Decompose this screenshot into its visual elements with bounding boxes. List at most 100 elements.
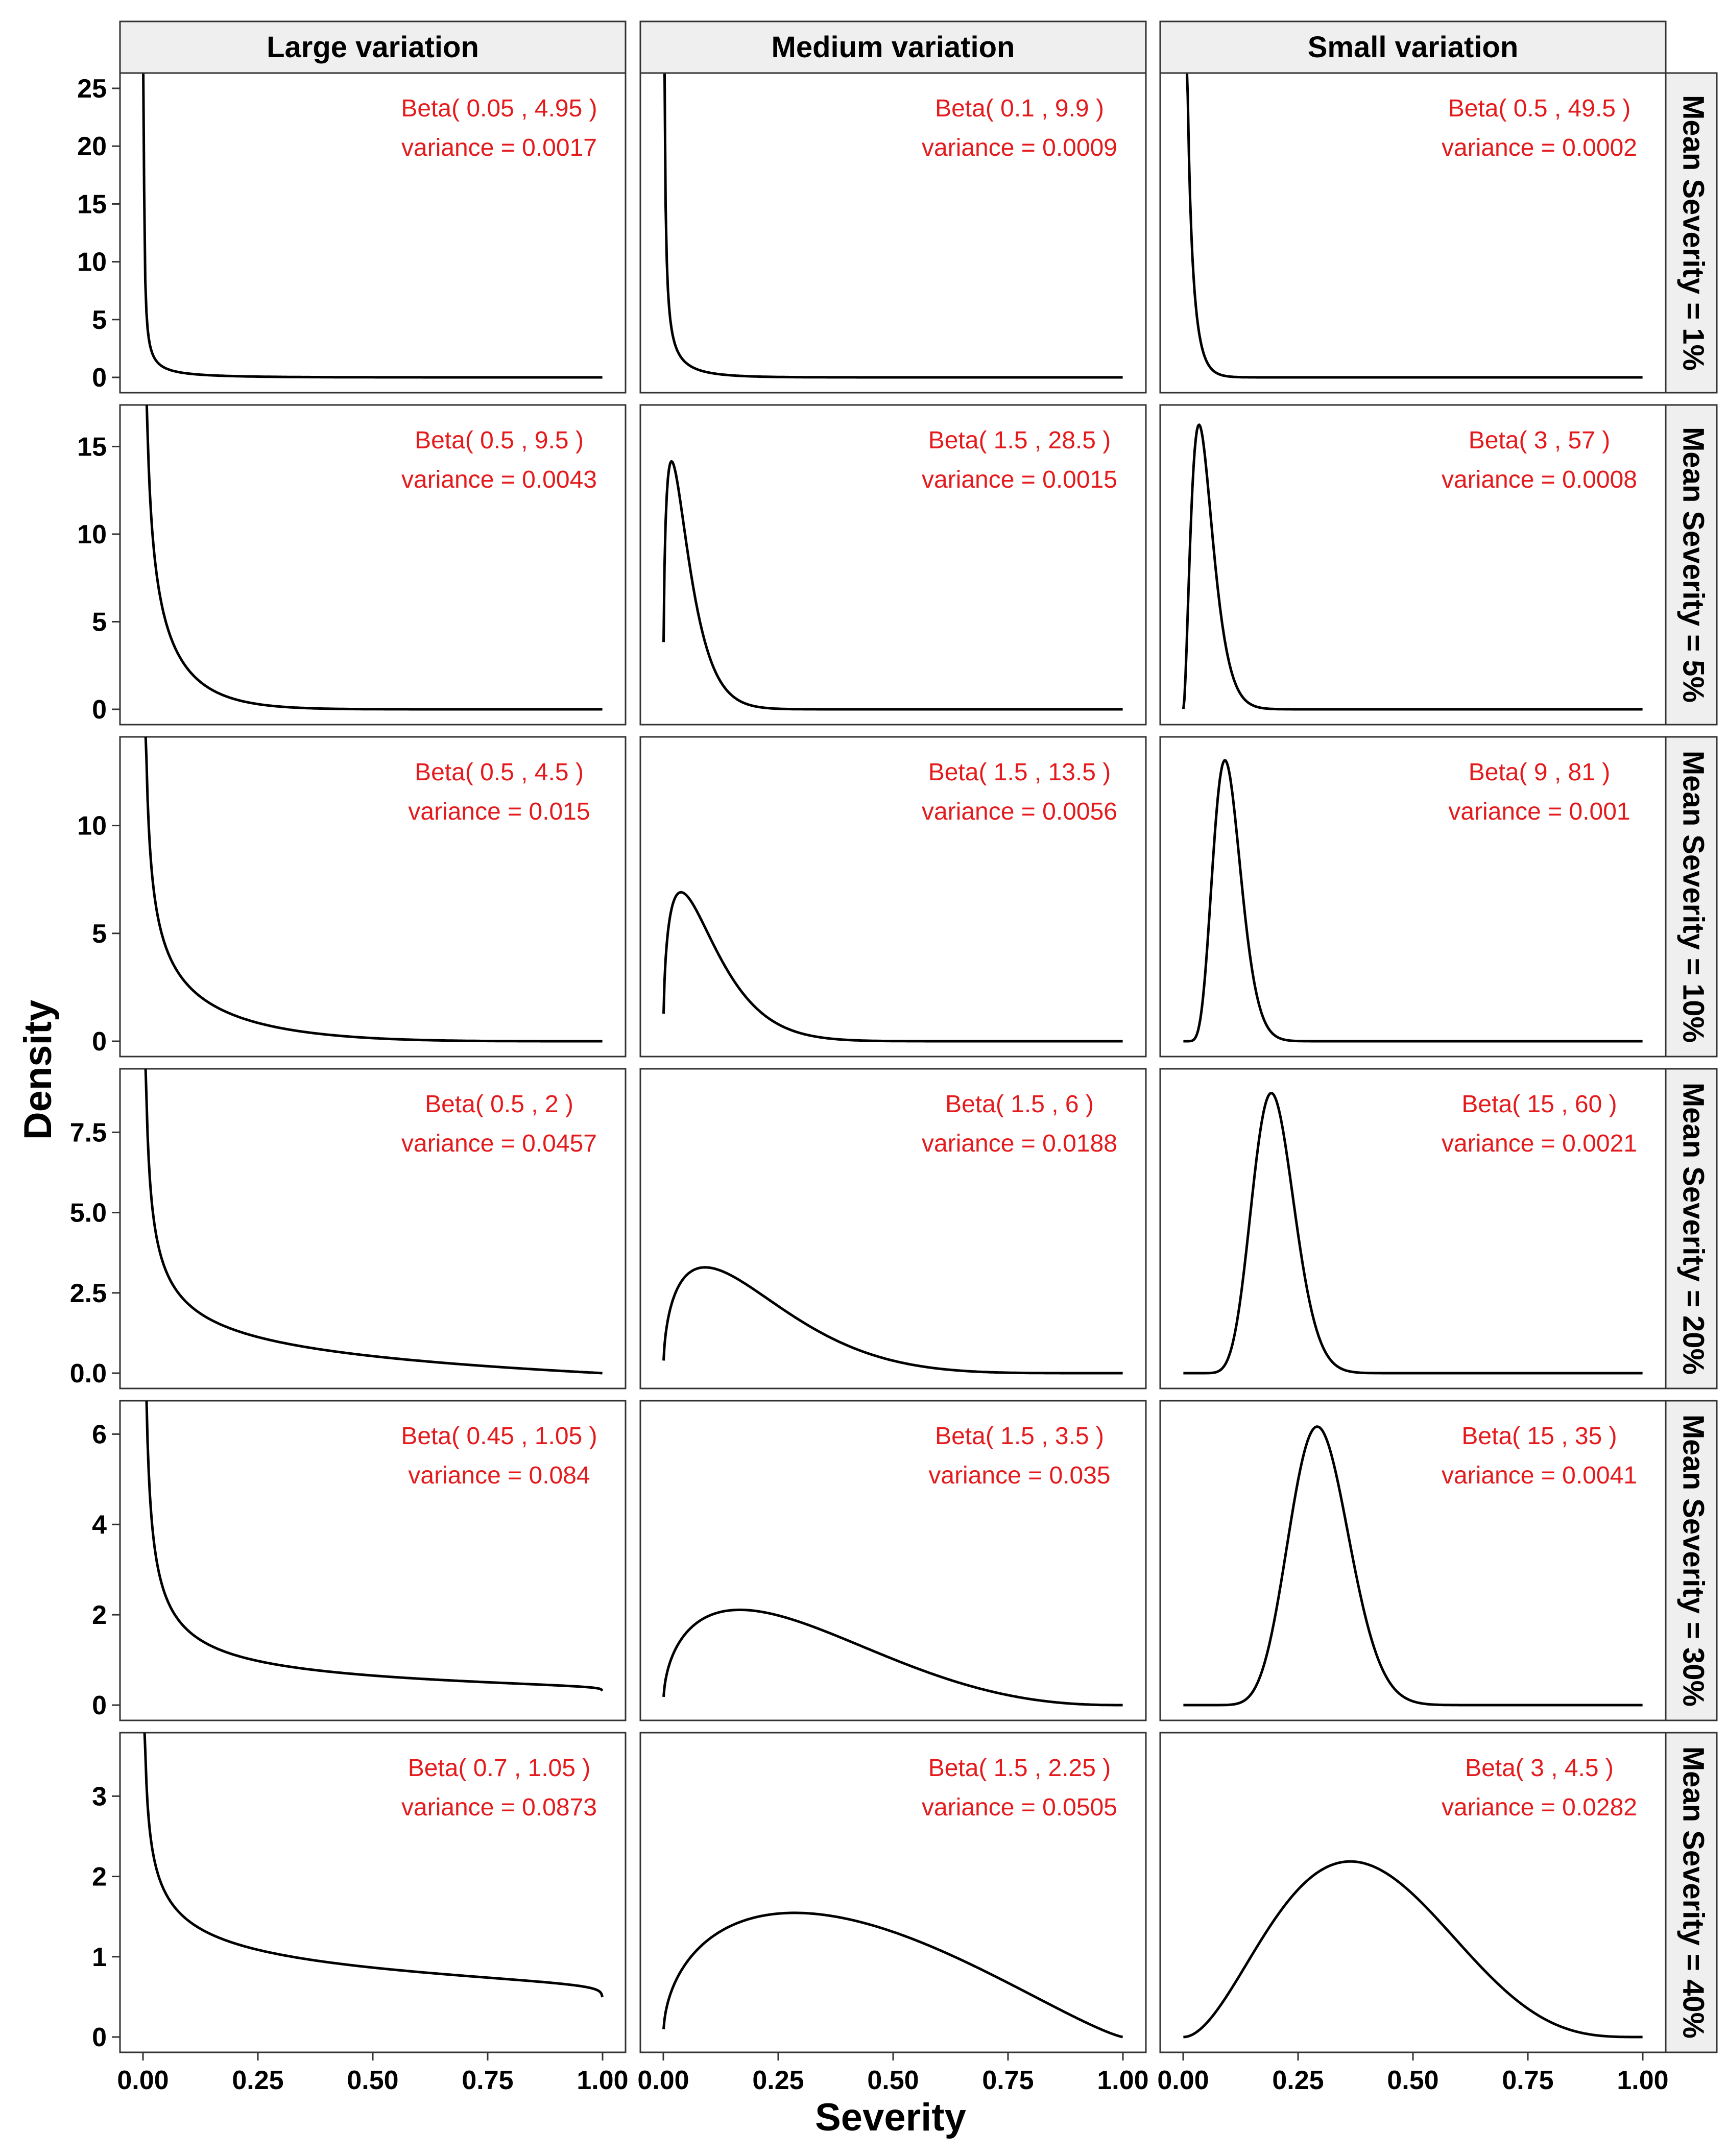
panel-r5-c2: Beta( 1.5 , 3.5 ) variance = 0.035 <box>639 1400 1147 1721</box>
column-header-2: Medium variation <box>772 31 1015 64</box>
panel-frame <box>639 1068 1147 1390</box>
row-strip-1 <box>1665 72 1718 394</box>
row-strip-2 <box>1665 404 1718 726</box>
variance-label: variance = 0.0008 <box>1442 466 1637 493</box>
panel-r3-c2: Beta( 1.5 , 13.5 ) variance = 0.0056 <box>639 736 1147 1058</box>
x-tick-label-c2-3: 0.50 <box>867 2066 919 2095</box>
panel-r2-c3: Beta( 3 , 57 ) variance = 0.0008 <box>1159 404 1667 726</box>
x-tick-label-c1-2: 0.25 <box>232 2066 283 2095</box>
variance-label: variance = 0.0002 <box>1442 134 1637 161</box>
panel-r1-c3: Beta( 0.5 , 49.5 ) variance = 0.0002 <box>1159 72 1667 394</box>
panel-frame <box>1159 1068 1667 1390</box>
beta-parameters-label: Beta( 1.5 , 28.5 ) <box>928 427 1111 454</box>
panel-frame <box>639 736 1147 1058</box>
panel-frame <box>119 404 627 726</box>
beta-parameters-label: Beta( 15 , 35 ) <box>1461 1423 1617 1450</box>
y-tick-label-r3-1: 0 <box>92 1027 107 1057</box>
y-tick-label-r1-5: 20 <box>77 132 107 161</box>
y-tick-label-r4-2: 2.5 <box>70 1279 107 1308</box>
beta-parameters-label: Beta( 1.5 , 6 ) <box>945 1091 1094 1118</box>
variance-label: variance = 0.084 <box>408 1462 590 1489</box>
beta-parameters-label: Beta( 3 , 57 ) <box>1469 427 1610 454</box>
panel-frame <box>119 72 627 394</box>
variance-label: variance = 0.0041 <box>1442 1462 1637 1489</box>
row-strip-3 <box>1665 736 1718 1058</box>
x-tick-label-c1-1: 0.00 <box>117 2066 169 2095</box>
row-strip-5 <box>1665 1400 1718 1721</box>
beta-parameters-label: Beta( 1.5 , 2.25 ) <box>928 1755 1111 1782</box>
panel-frame <box>639 1400 1147 1721</box>
x-tick-label-c3-5: 1.00 <box>1617 2066 1668 2095</box>
x-axes-layer: 0.00 0.25 0.50 0.75 1.00 0.00 0.25 0.50 0.75 1.00… <box>117 2052 1669 2095</box>
density-curve <box>143 1733 604 1998</box>
x-tick-label-c2-4: 0.75 <box>982 2066 1034 2095</box>
y-tick-label-r3-2: 5 <box>92 919 107 949</box>
column-header-3: Small variation <box>1308 31 1519 64</box>
beta-parameters-label: Beta( 3 , 4.5 ) <box>1465 1755 1614 1782</box>
y-tick-label-r1-3: 10 <box>77 248 107 277</box>
y-tick-label-r6-2: 1 <box>92 1943 107 1972</box>
y-tick-label-r1-4: 15 <box>77 189 107 219</box>
beta-parameters-label: Beta( 0.5 , 4.5 ) <box>415 759 584 786</box>
panel-r4-c1: Beta( 0.5 , 2 ) variance = 0.0457 <box>119 1068 627 1390</box>
panel-frame <box>639 404 1147 726</box>
panel-r4-c2: Beta( 1.5 , 6 ) variance = 0.0188 <box>639 1068 1147 1390</box>
density-curve <box>663 73 1123 379</box>
x-axis-title: Severity <box>815 2096 966 2139</box>
panel-r1-c1: Beta( 0.05 , 4.95 ) variance = 0.0017 <box>119 72 627 394</box>
density-curve <box>662 460 1123 711</box>
panel-frame <box>1159 404 1667 726</box>
panels-layer: Beta( 0.05 , 4.95 )variance = 0.0017Beta… <box>119 72 1667 2053</box>
y-tick-label-r1-1: 0 <box>92 363 107 393</box>
column-strip-3 <box>1159 20 1667 74</box>
strips-layer: Large variation Medium variation Small var… <box>119 20 1718 2053</box>
y-tick-label-r6-1: 0 <box>92 2023 107 2052</box>
density-curve <box>662 891 1123 1043</box>
panel-r3-c1: Beta( 0.5 , 4.5 ) variance = 0.015 <box>119 736 627 1058</box>
x-tick-label-c3-2: 0.25 <box>1272 2066 1324 2095</box>
beta-parameters-label: Beta( 9 , 81 ) <box>1469 759 1610 786</box>
variance-label: variance = 0.015 <box>408 798 590 825</box>
beta-parameters-label: Beta( 0.45 , 1.05 ) <box>401 1423 597 1450</box>
variance-label: variance = 0.0015 <box>922 466 1117 493</box>
variance-label: variance = 0.0056 <box>922 798 1117 825</box>
variance-label: variance = 0.0457 <box>401 1130 597 1157</box>
variance-label: variance = 0.0017 <box>401 134 597 161</box>
density-curve <box>1183 1860 1643 2039</box>
density-curve <box>144 737 603 1043</box>
panel-frame <box>1159 72 1667 394</box>
panel-frame <box>119 1732 627 2053</box>
panel-r2-c1: Beta( 0.5 , 9.5 ) variance = 0.0043 <box>119 404 627 726</box>
variance-label: variance = 0.001 <box>1448 798 1630 825</box>
panel-r2-c2: Beta( 1.5 , 28.5 ) variance = 0.0015 <box>639 404 1147 726</box>
y-tick-label-r2-1: 0 <box>92 695 107 725</box>
panel-frame <box>639 1732 1147 2053</box>
panel-frame <box>119 1068 627 1390</box>
y-tick-label-r4-1: 0.0 <box>70 1359 107 1388</box>
y-axis-title: Density <box>16 1000 60 1140</box>
panel-frame <box>119 736 627 1058</box>
beta-parameters-label: Beta( 15 , 60 ) <box>1461 1091 1617 1118</box>
y-tick-label-r2-3: 10 <box>77 520 107 549</box>
panel-r3-c3: Beta( 9 , 81 ) variance = 0.001 <box>1159 736 1667 1058</box>
row-strip-4 <box>1665 1068 1718 1390</box>
density-curve <box>1183 1425 1643 1707</box>
x-tick-label-c1-3: 0.50 <box>347 2066 398 2095</box>
y-tick-label-r1-6: 25 <box>77 74 107 104</box>
row-header-4: Mean Severity = 20% <box>1677 1083 1710 1375</box>
density-curve <box>662 1609 1123 1707</box>
density-curve <box>144 1069 603 1375</box>
x-tick-label-c3-1: 0.00 <box>1157 2066 1209 2095</box>
panel-r6-c3: Beta( 3 , 4.5 ) variance = 0.0282 <box>1159 1732 1667 2053</box>
row-header-3: Mean Severity = 10% <box>1677 751 1710 1043</box>
y-tick-label-r4-3: 5.0 <box>70 1199 107 1228</box>
variance-label: variance = 0.0043 <box>401 466 597 493</box>
panel-frame <box>1159 1400 1667 1721</box>
beta-parameters-label: Beta( 1.5 , 3.5 ) <box>935 1423 1104 1450</box>
column-strip-2 <box>639 20 1147 74</box>
density-curve <box>1182 423 1643 711</box>
variance-label: variance = 0.0009 <box>922 134 1117 161</box>
column-strip-1 <box>119 20 627 74</box>
y-tick-label-r6-4: 3 <box>92 1782 107 1811</box>
beta-parameters-label: Beta( 0.5 , 49.5 ) <box>1448 95 1631 122</box>
